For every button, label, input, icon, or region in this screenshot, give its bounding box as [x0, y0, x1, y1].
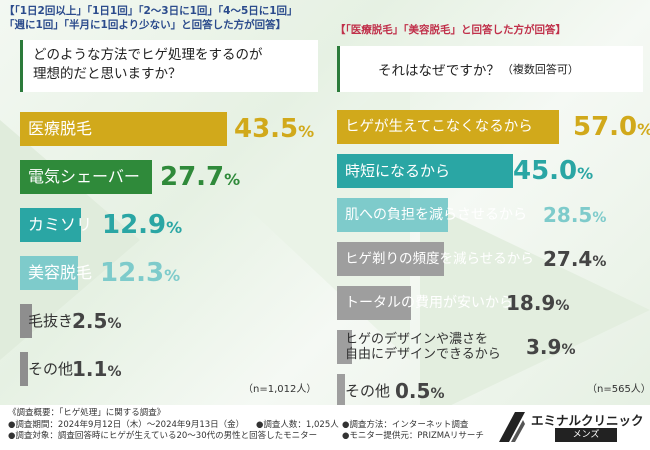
bar: [337, 374, 345, 408]
bar: [20, 256, 79, 290]
brand-sub: メンズ: [555, 428, 617, 442]
bar-value-unit: %: [166, 218, 183, 237]
bar-label: ヒゲ剃りの頻度を減らせるから: [345, 251, 534, 267]
footer: [0, 405, 650, 450]
bar-value: 43.5%: [234, 112, 314, 146]
survey-row: ●調査対象：調査回答時にヒゲが生えている20〜30代の男性と回答したモニター ●…: [8, 431, 484, 443]
survey-overview: 《調査概要：「ヒゲ処理」に関する調査》 ●調査期間：2024年9月12日（木）〜…: [8, 408, 484, 443]
right-question: それはなぜですか？: [378, 63, 500, 79]
bar-value-unit: %: [430, 386, 445, 402]
right-sample-size: （n=565人）: [587, 384, 650, 395]
bar-label: 医療脱毛: [28, 119, 93, 138]
bar-value-number: 12.9: [102, 210, 167, 240]
bar-value: 28.5%: [543, 198, 606, 232]
bar-value: 0.5%: [395, 374, 444, 408]
bar-value-number: 12.3: [100, 258, 165, 288]
survey-target: ●調査対象：調査回答時にヒゲが生えている20〜30代の男性と回答したモニター: [8, 431, 318, 441]
left-question-line: どのような方法でヒゲ処理をするのが: [33, 47, 263, 63]
bar-value-unit: %: [637, 120, 650, 139]
bar-value: 45.0%: [513, 154, 593, 188]
left-condition-line: 「週に1回」「半月に1回より少ない」と回答した方が回答】: [4, 19, 287, 31]
bar-value-number: 18.9: [506, 291, 556, 315]
bar-value-unit: %: [164, 266, 181, 285]
survey-provider: ●モニター提供元：PRIZMAリサーチ: [342, 431, 484, 441]
bar-value-number: 27.7: [160, 162, 225, 192]
left-question-box: どのような方法でヒゲ処理をするのが 理想的だと思いますか？: [20, 40, 318, 92]
bar: [20, 208, 82, 242]
bar: [20, 160, 152, 194]
bg-triangle: [420, 200, 650, 420]
survey-method: ●調査方法：インターネット調査: [342, 419, 469, 430]
bar-value: 27.4%: [543, 242, 606, 276]
bar: [20, 304, 32, 338]
left-sample-size: （n=1,012人）: [243, 384, 317, 395]
bar-value: 2.5%: [72, 304, 121, 338]
bar-value-number: 28.5: [543, 203, 593, 227]
bar-label-line: ヒゲのデザインや濃さを: [345, 332, 489, 347]
bar-value: 1.1%: [72, 352, 121, 386]
bar-value: 12.3%: [100, 256, 180, 290]
bar-label: トータルの費用が安いから: [345, 295, 513, 311]
bar: [337, 242, 444, 276]
right-condition: 【「医療脱毛」「美容脱毛」と回答した方が回答】: [335, 24, 566, 36]
bar-label: ヒゲが生えてこなくなるから: [345, 119, 533, 135]
bar-value: 12.9%: [102, 208, 182, 242]
left-condition-line: 【「1日2回以上」「1日1回」「2〜3日に1回」「4〜5日に1回」: [4, 5, 298, 17]
bar-label: その他: [345, 382, 391, 400]
left-question-line: 理想的だと思いますか？: [33, 66, 182, 82]
bar-value-number: 27.4: [543, 247, 593, 271]
bar-value-number: 43.5: [234, 114, 299, 144]
bar: [20, 112, 227, 146]
bar-value-unit: %: [107, 364, 122, 380]
bar-value-number: 0.5: [395, 379, 431, 403]
bar-label: 毛抜き: [28, 312, 74, 330]
survey-title: 《調査概要：「ヒゲ処理」に関する調査》: [8, 408, 166, 418]
bar-value-unit: %: [577, 164, 594, 183]
brand-name: エミナルクリニック: [531, 413, 644, 428]
survey-count: ●調査人数：1,025人: [256, 419, 339, 430]
bar-value-unit: %: [561, 342, 576, 358]
bar-value-number: 1.1: [72, 357, 108, 381]
bar-value-unit: %: [555, 298, 570, 314]
bar-value: 57.0%: [573, 110, 650, 144]
bar-value-number: 45.0: [513, 156, 578, 186]
bar: [337, 286, 411, 320]
bar-label: 電気シェーバー: [28, 167, 140, 186]
bar-value: 3.9%: [526, 330, 575, 364]
bar-value: 18.9%: [506, 286, 569, 320]
bar-value-unit: %: [592, 254, 607, 270]
bar-value-unit: %: [298, 122, 315, 141]
right-question-note: （複数回答可）: [501, 63, 579, 76]
bar-label-line: 自由にデザインできるから: [345, 347, 501, 362]
bar-label: 美容脱毛: [28, 263, 93, 282]
bar-label: ヒゲのデザインや濃さを 自由にデザインできるから: [337, 330, 501, 364]
left-condition: 【「1日2回以上」「1日1回」「2〜3日に1回」「4〜5日に1回」 「週に1回」…: [4, 4, 322, 32]
bar-value-unit: %: [592, 210, 607, 226]
bar-value-number: 3.9: [526, 335, 562, 359]
bar: [337, 198, 449, 232]
right-question-box: それはなぜですか？ （複数回答可）: [337, 46, 643, 92]
bar: [20, 352, 28, 386]
bar-value-unit: %: [107, 316, 122, 332]
bar-value-unit: %: [224, 170, 241, 189]
survey-row: ●調査期間：2024年9月12日（木）〜2024年9月13日（金） ●調査人数：…: [8, 419, 468, 432]
survey-period: ●調査期間：2024年9月12日（木）〜2024年9月13日（金）: [8, 419, 245, 430]
bar: [337, 154, 513, 188]
bar: [337, 110, 560, 144]
bar-value-number: 57.0: [573, 112, 638, 142]
logo-mark-icon: [499, 412, 525, 442]
bar-value-number: 2.5: [72, 309, 108, 333]
bar-label: カミソリ: [28, 215, 93, 234]
bar-label: 時短になるから: [345, 162, 451, 180]
bar-label: その他: [28, 360, 74, 378]
bar: [337, 330, 353, 364]
brand-logo: エミナルクリニック メンズ: [495, 408, 645, 446]
bar-value: 27.7%: [160, 160, 240, 194]
bar-label: 肌への負担を減らさせるから: [345, 207, 527, 223]
